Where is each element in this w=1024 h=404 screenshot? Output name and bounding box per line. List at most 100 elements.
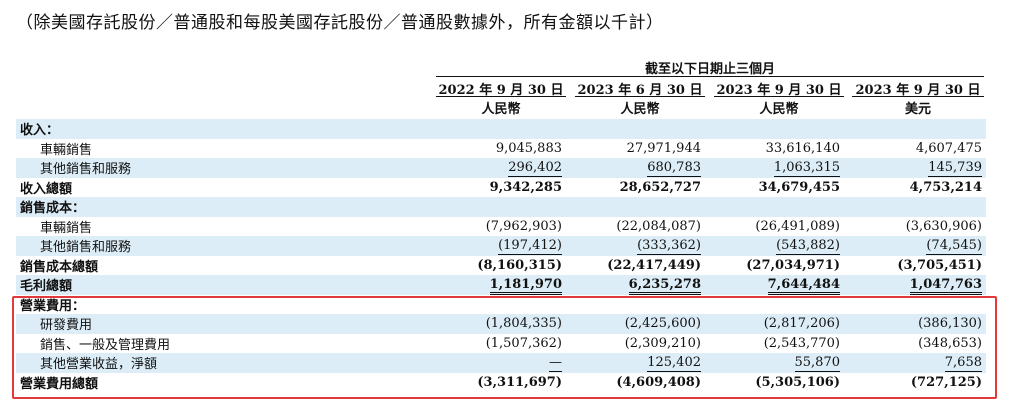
row-value: (386,130)	[852, 314, 986, 334]
column-date-2: 2023 年 6 月 30 日	[577, 83, 703, 98]
value-text: 296,402	[508, 160, 562, 178]
table-row: 營業費用總額 (3,311,697) (4,609,408) (5,305,106) (…	[16, 373, 986, 393]
value-text: (1,804,335)	[485, 316, 562, 332]
row-value: (1,507,362)	[436, 334, 566, 354]
row-value: —	[436, 353, 566, 373]
row-value: 28,652,727	[575, 178, 705, 198]
value-text: 27,971,944	[626, 140, 701, 156]
column-gap	[705, 314, 714, 334]
column-gap	[705, 197, 714, 217]
row-label: 銷售成本：	[16, 197, 436, 217]
row-value	[852, 119, 986, 139]
value-text: 1,063,315	[773, 160, 840, 178]
table-row: 車輛銷售 9,045,883 27,971,944 33,616,140 4,607,4…	[16, 139, 986, 159]
value-text: (727,125)	[910, 374, 982, 390]
value-text: 9,045,883	[495, 140, 562, 156]
value-text: (3,630,906)	[905, 218, 982, 234]
row-value	[436, 119, 566, 139]
row-value: (74,545)	[852, 236, 986, 256]
column-gap	[566, 373, 575, 393]
column-gap	[705, 373, 714, 393]
value-text: 34,679,455	[758, 179, 840, 195]
column-gap	[566, 236, 575, 256]
row-label: 其他銷售和服務	[16, 158, 436, 178]
column-gap	[566, 353, 575, 373]
value-text: 4,607,475	[915, 140, 982, 156]
value-text: (197,412)	[498, 238, 562, 256]
row-value: (197,412)	[436, 236, 566, 256]
row-value: (7,962,903)	[436, 217, 566, 237]
table-row: 其他銷售和服務 296,402 680,783 1,063,315 145,739	[16, 158, 986, 178]
row-label: 收入總額	[20, 181, 73, 197]
column-gap	[705, 353, 714, 373]
column-gap	[844, 334, 852, 354]
column-gap	[705, 158, 714, 178]
row-label: 其他銷售和服務	[16, 236, 436, 256]
row-value: 1,063,315	[714, 158, 844, 178]
column-gap	[566, 256, 575, 276]
row-value: 1,047,763	[852, 275, 986, 296]
row-value	[436, 197, 566, 217]
column-gap	[844, 275, 852, 295]
column-gap	[705, 256, 714, 276]
value-text: 9,342,285	[489, 179, 562, 195]
row-value: 27,971,944	[575, 139, 705, 159]
column-gap	[705, 295, 714, 315]
value-text: —	[549, 355, 562, 373]
row-value: (543,882)	[714, 236, 844, 256]
column-gap	[844, 217, 852, 237]
row-value: (3,311,697)	[436, 373, 566, 393]
column-gap	[566, 119, 575, 139]
row-value	[575, 119, 705, 139]
column-date-rule-4	[852, 96, 984, 97]
row-value: 55,870	[714, 353, 844, 373]
row-value: 4,607,475	[852, 139, 986, 159]
row-value	[575, 295, 705, 315]
table-note: （除美國存託股份／普通股和每股美國存託股份／普通股數據外，所有金額以千計）	[16, 13, 664, 33]
column-gap	[844, 119, 852, 139]
table-row: 銷售成本總額 (8,160,315) (22,417,449) (27,034,971…	[16, 256, 986, 276]
value-text: 125,402	[647, 355, 701, 373]
table-row: 研發費用 (1,804,335) (2,425,600) (2,817,206) (38…	[16, 314, 986, 334]
value-text: (8,160,315)	[477, 257, 562, 273]
period-header: 截至以下日期止三個月	[644, 62, 775, 77]
row-value: (22,084,087)	[575, 217, 705, 237]
column-gap	[844, 236, 852, 256]
value-text: (543,882)	[776, 238, 840, 256]
value-text: 145,739	[928, 160, 982, 178]
value-text: 7,658	[944, 355, 982, 373]
value-text: (386,130)	[918, 316, 982, 332]
value-text: (2,425,600)	[624, 316, 701, 332]
period-header-rule	[436, 76, 984, 77]
column-gap	[566, 158, 575, 178]
column-gap	[705, 139, 714, 159]
row-value: 125,402	[575, 353, 705, 373]
row-value: (727,125)	[852, 373, 986, 393]
value-text: 6,235,278	[628, 277, 701, 296]
value-text: 680,783	[647, 160, 701, 178]
row-value	[575, 197, 705, 217]
table-row: 車輛銷售 (7,962,903) (22,084,087) (26,491,089) (…	[16, 217, 986, 237]
column-currency-3: 人民幣	[759, 102, 799, 117]
row-value	[714, 119, 844, 139]
column-gap	[844, 373, 852, 393]
row-value: 7,658	[852, 353, 986, 373]
table-row: 銷售成本：	[16, 197, 986, 217]
column-gap	[705, 178, 714, 198]
column-gap	[566, 334, 575, 354]
row-label: 銷售、一般及管理費用	[40, 337, 171, 353]
column-gap	[566, 139, 575, 159]
value-text: (2,309,210)	[624, 335, 701, 351]
value-text: 28,652,727	[619, 179, 701, 195]
value-text: (74,545)	[926, 238, 982, 256]
row-value	[714, 197, 844, 217]
value-text: 7,644,484	[767, 277, 840, 296]
table-row: 收入：	[16, 119, 986, 139]
column-gap	[844, 314, 852, 334]
column-gap	[566, 197, 575, 217]
row-value: 6,235,278	[575, 275, 705, 296]
column-gap	[705, 217, 714, 237]
row-value: 34,679,455	[714, 178, 844, 198]
value-text: (333,362)	[637, 238, 701, 256]
row-label: 營業費用總額	[20, 376, 99, 392]
